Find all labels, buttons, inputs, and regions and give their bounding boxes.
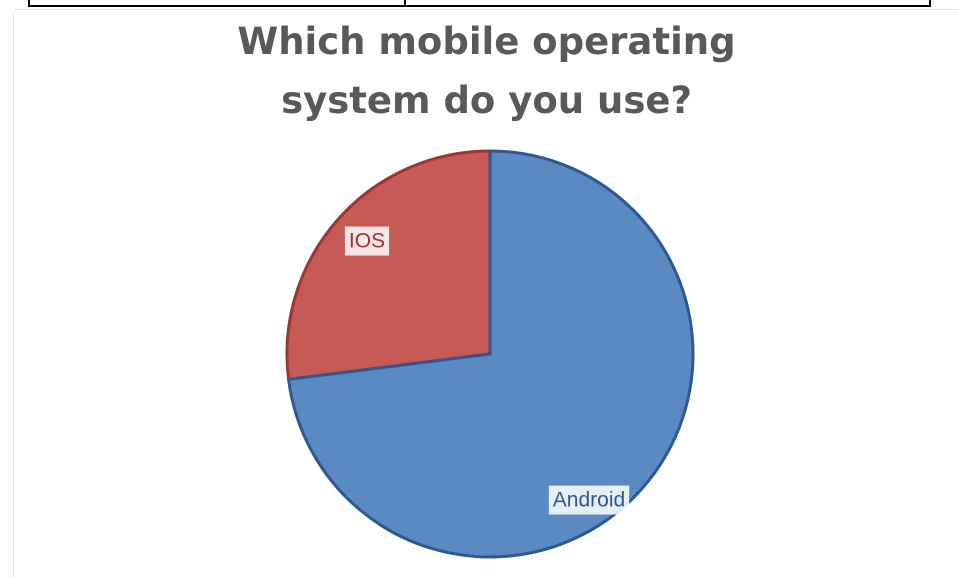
chart-area[interactable]: Which mobile operating system do you use… xyxy=(14,9,959,578)
pie-slice-ios[interactable] xyxy=(285,149,492,381)
svg-text:Android: Android xyxy=(553,489,625,512)
data-label-ios: IOS xyxy=(344,226,390,256)
svg-text:IOS: IOS xyxy=(349,230,385,253)
table-border-strip xyxy=(0,0,959,9)
pie-slice-android[interactable] xyxy=(287,149,695,559)
table-cell-left xyxy=(28,0,406,7)
table-cell-right xyxy=(404,0,931,7)
gutter-line xyxy=(13,12,14,578)
data-label-android: Android xyxy=(548,485,630,515)
chart-title: Which mobile operating system do you use… xyxy=(237,20,736,122)
